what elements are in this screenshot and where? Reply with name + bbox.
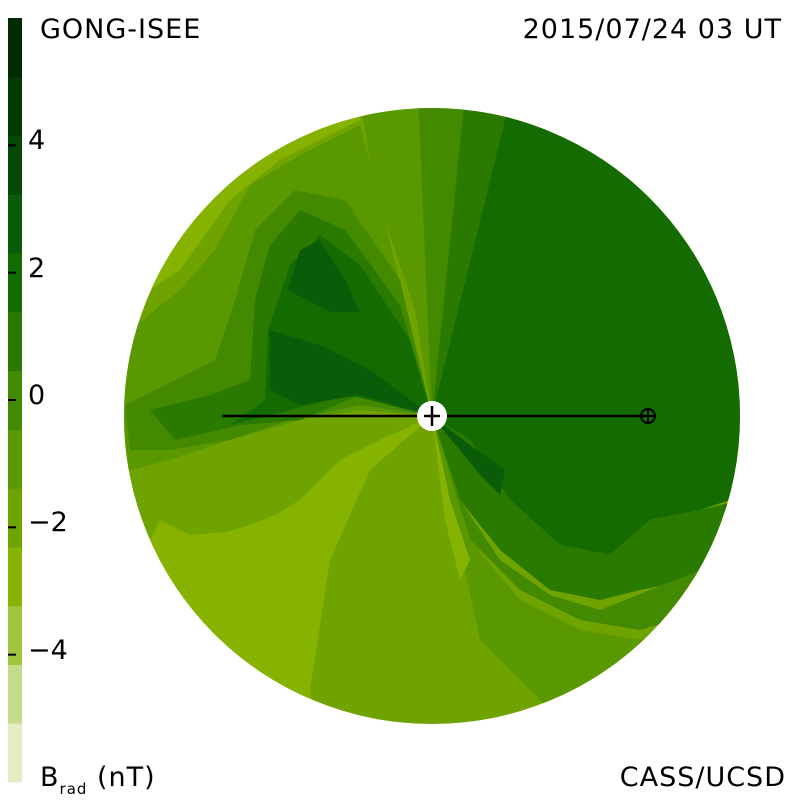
colorbar-swatch	[8, 135, 22, 195]
colorbar-swatch	[8, 311, 22, 372]
colorbar-swatch	[8, 488, 22, 548]
colorbar-swatch	[8, 546, 22, 607]
colorbar	[8, 18, 22, 783]
colorbar-tick-label: −2	[28, 507, 68, 539]
unit-symbol: B	[40, 762, 60, 793]
region-dark-sliver	[432, 416, 505, 495]
colorbar-swatch	[8, 664, 22, 724]
datetime-label: 2015/07/24 03 UT	[522, 14, 782, 45]
colorbar-tick-label: 2	[28, 252, 46, 284]
colorbar-swatch	[8, 605, 22, 665]
colorbar-swatch	[8, 76, 22, 137]
colorbar-swatch	[8, 429, 22, 489]
sun-center-icon	[417, 401, 447, 431]
source-label: GONG-ISEE	[40, 14, 202, 45]
earth-icon	[640, 408, 656, 424]
organization-label: CASS/UCSD	[619, 762, 786, 793]
colorbar-tick-label: 0	[28, 380, 46, 411]
colorbar-tick-label: −4	[28, 634, 68, 666]
colorbar-tick-label: 4	[28, 125, 46, 157]
colorbar-swatch	[8, 253, 22, 313]
region-band-5	[270, 330, 432, 416]
unit-text: (nT)	[97, 762, 156, 793]
region-right-band-1	[432, 416, 740, 600]
region-right-band-2	[432, 416, 740, 630]
region-lightest-lower-left	[190, 470, 340, 690]
unit-subscript: rad	[59, 780, 88, 798]
region-band-dark-core	[288, 240, 360, 312]
colorbar-swatch	[8, 194, 22, 254]
colorbar-unit-label: Brad (nT)	[40, 762, 156, 798]
colorbar-swatch	[8, 723, 22, 783]
region-top-wedge-2	[418, 108, 465, 416]
region-light-sliver	[432, 416, 470, 580]
colorbar-swatch	[8, 18, 22, 78]
region-top-wedge-1	[360, 108, 432, 416]
